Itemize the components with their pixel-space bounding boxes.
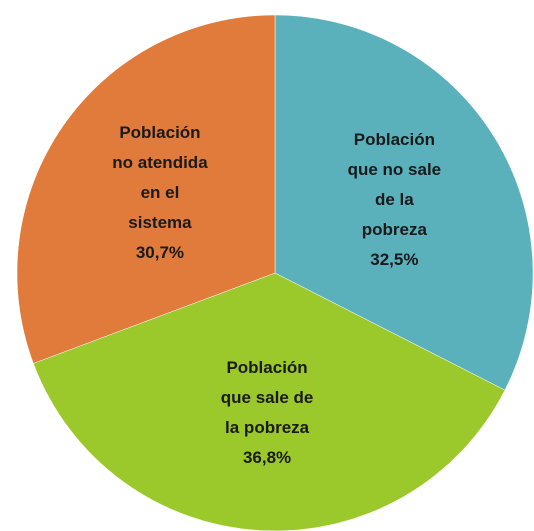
slice-label: Población que sale de la pobreza [220,357,314,437]
slice-value-label: 36,8% [242,447,292,467]
slice-value-label: 32,5% [370,249,419,269]
pie-slice [274,14,534,391]
slice-label: Población que no sale de la pobreza [347,129,442,239]
pie-slice [16,14,276,364]
slice-label: Población no atendida en el sistema [112,123,208,233]
slice-value-label: 30,7% [135,243,185,263]
